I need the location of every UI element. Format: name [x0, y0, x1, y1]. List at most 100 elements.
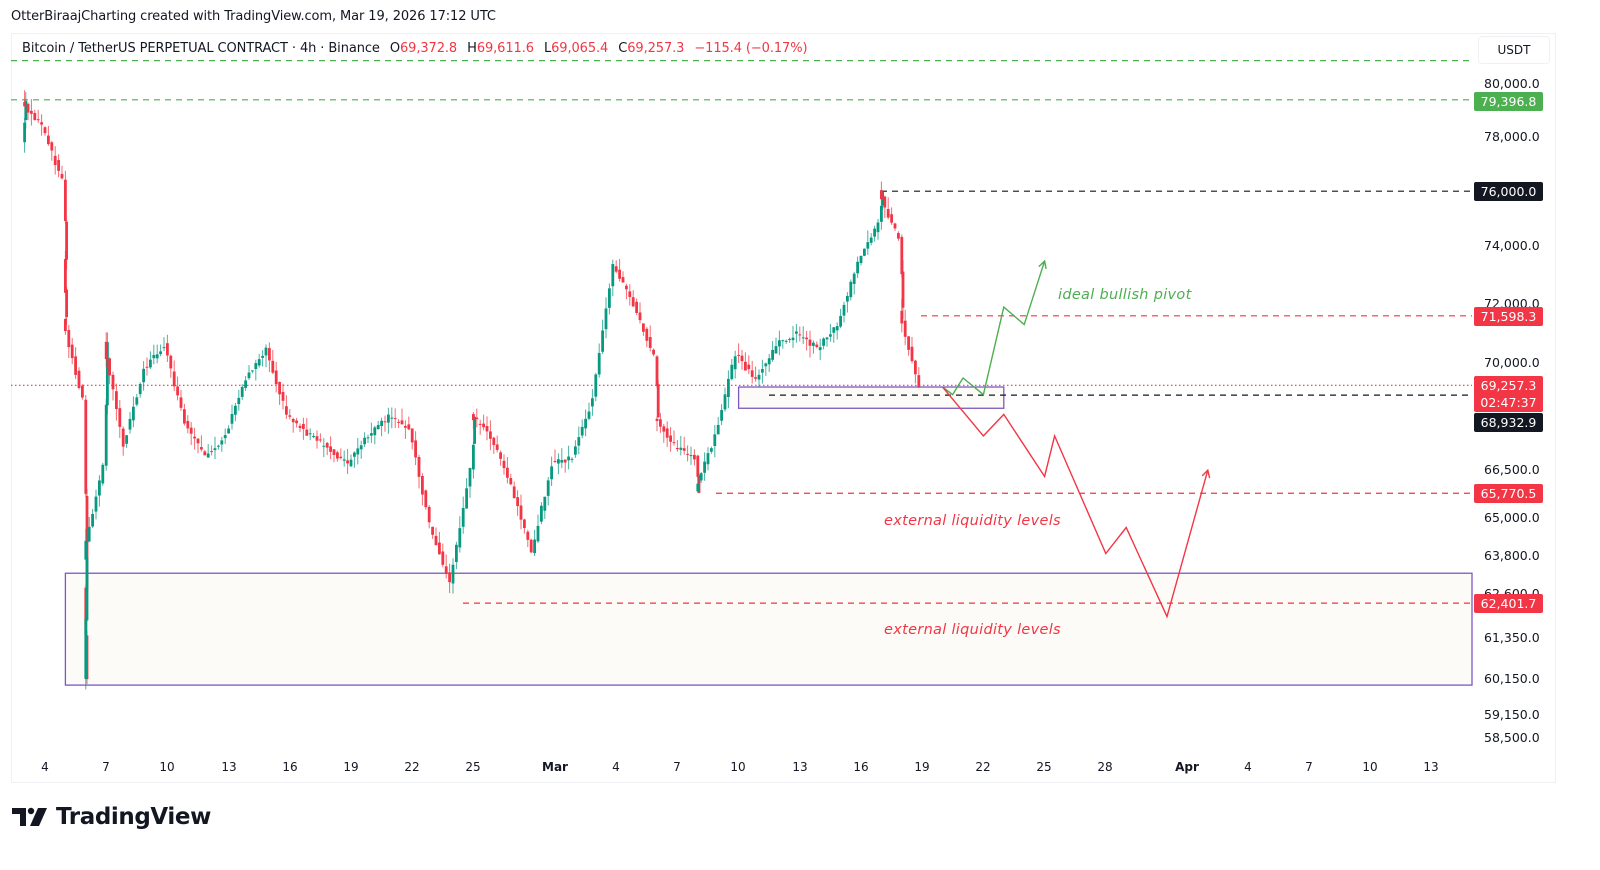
candle-body: [322, 445, 326, 447]
candle-body: [142, 368, 145, 383]
candle-body: [883, 196, 887, 208]
low-label: L: [543, 41, 552, 56]
candle-body: [900, 310, 904, 324]
candle-body: [502, 460, 506, 469]
candle-body: [611, 264, 615, 287]
candle-body: [376, 425, 380, 430]
time-tick: 10: [159, 760, 175, 774]
candle-body: [703, 461, 706, 473]
candle-body: [900, 236, 904, 275]
symbol-legend: Bitcoin / TetherUS PERPETUAL CONTRACT · …: [22, 41, 808, 56]
candle-body: [849, 281, 853, 298]
candle-body: [682, 448, 686, 451]
candle-body: [159, 351, 162, 355]
candle-body: [308, 433, 312, 435]
time-tick: Mar: [542, 760, 568, 774]
candle-body: [132, 406, 135, 421]
candle-body: [893, 223, 897, 229]
candle-body: [461, 508, 465, 527]
candle-body: [597, 353, 601, 375]
time-tick: 10: [730, 760, 746, 774]
candle-body: [373, 427, 377, 436]
candle-body: [220, 440, 224, 445]
candle-body: [737, 354, 740, 356]
candle-body: [489, 431, 492, 439]
candle-body: [740, 355, 744, 362]
candle-body: [200, 447, 203, 450]
currency-button[interactable]: USDT: [1478, 36, 1550, 64]
candle-body: [50, 142, 54, 151]
candle-body: [781, 340, 785, 342]
candle-body: [152, 355, 156, 359]
candle-body: [145, 366, 149, 368]
candle-body: [761, 369, 764, 373]
candle-body: [393, 418, 397, 420]
price-label: 71,598.3: [1474, 307, 1543, 326]
tradingview-logo[interactable]: TradingView: [12, 804, 211, 830]
candle-body: [472, 414, 475, 421]
candle-body: [53, 155, 57, 166]
candle-body: [903, 320, 907, 337]
candle-body: [169, 355, 173, 369]
candle-body: [696, 483, 700, 492]
candle-body: [47, 135, 50, 145]
candle-body: [380, 420, 383, 427]
candle-body: [434, 535, 438, 546]
price-tick: 60,150.0: [1484, 671, 1540, 686]
candle-body: [36, 119, 40, 121]
candle-body: [427, 506, 431, 523]
candle-body: [591, 398, 594, 407]
candle-body: [98, 480, 101, 496]
candle-body: [774, 346, 778, 354]
candle-body: [706, 453, 710, 465]
candle-body: [805, 337, 808, 340]
demand-zone-box: [737, 386, 1005, 409]
candle-body: [43, 127, 47, 134]
time-tick: 16: [282, 760, 298, 774]
candle-body: [825, 337, 829, 340]
candle-body: [842, 304, 846, 316]
price-tick: 58,500.0: [1484, 730, 1540, 745]
time-tick: 19: [343, 760, 359, 774]
candle-body: [584, 418, 587, 429]
candle-body: [519, 505, 523, 520]
candle-body: [808, 339, 812, 346]
candle-body: [550, 466, 553, 480]
chart-credit: OtterBiraajCharting created with Trading…: [11, 9, 496, 24]
candle-body: [65, 289, 68, 318]
candle-body: [305, 429, 309, 436]
candle-body: [846, 295, 849, 302]
candle-body: [852, 273, 856, 284]
candle-body: [747, 364, 751, 370]
candle-body: [516, 497, 519, 507]
candle-body: [278, 382, 281, 395]
candle-body: [710, 448, 713, 452]
candle-body: [108, 358, 111, 376]
candle-body: [686, 453, 689, 455]
candle-body: [801, 337, 805, 339]
candle-body: [172, 371, 176, 387]
candle-body: [784, 340, 788, 342]
candle-body: [251, 370, 254, 372]
time-tick: 4: [41, 760, 49, 774]
candle-body: [339, 456, 343, 459]
candle-body: [281, 391, 285, 401]
symbol-title[interactable]: Bitcoin / TetherUS PERPETUAL CONTRACT · …: [22, 41, 380, 56]
time-tick: 13: [792, 760, 808, 774]
candle-body: [689, 455, 693, 457]
candle-body: [193, 436, 196, 439]
candle-body: [444, 566, 448, 574]
candle-body: [84, 399, 88, 494]
candle-body: [234, 405, 237, 415]
candle-body: [421, 476, 424, 495]
candle-body: [441, 551, 445, 565]
candle-body: [791, 337, 795, 341]
candle-body: [70, 344, 74, 359]
candle-body: [655, 356, 659, 386]
candle-body: [574, 446, 577, 455]
candle-body: [560, 460, 564, 463]
tradingview-wordmark: TradingView: [56, 804, 211, 830]
time-tick: 16: [853, 760, 869, 774]
candle-body: [257, 359, 261, 366]
